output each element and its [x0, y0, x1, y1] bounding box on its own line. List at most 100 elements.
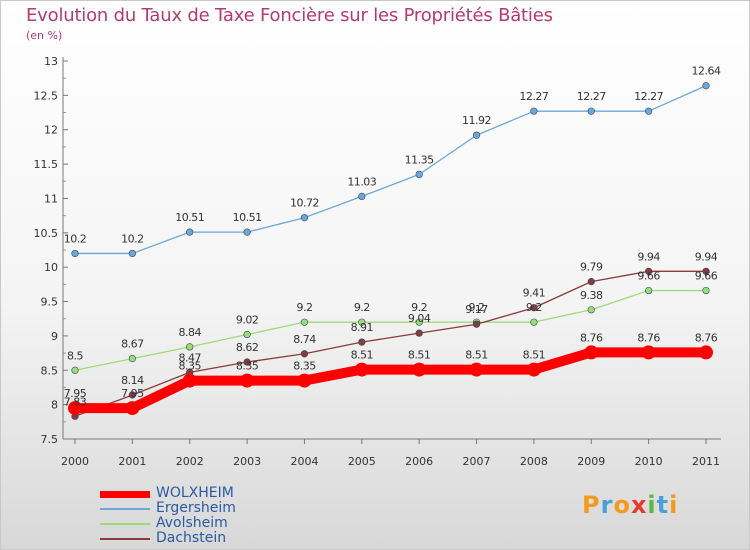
legend-label: Ergersheim	[156, 500, 236, 516]
legend-label: Avolsheim	[156, 515, 228, 531]
legend-swatch	[100, 538, 150, 540]
logo-letter: o	[613, 491, 631, 519]
data-point	[587, 107, 595, 115]
data-label: 9.17	[465, 303, 488, 316]
data-label: 9.2	[526, 301, 542, 314]
data-label: 8.14	[121, 374, 144, 387]
data-label: 12.64	[692, 65, 721, 78]
y-tick-label: 12.5	[34, 89, 59, 102]
data-label: 9.41	[523, 287, 546, 300]
data-point	[699, 345, 713, 360]
data-label: 9.66	[695, 270, 718, 283]
data-label: 8.76	[580, 331, 603, 344]
logo-letter: i	[669, 491, 679, 519]
data-label: 8.91	[351, 321, 374, 334]
data-label: 8.76	[637, 331, 660, 344]
series-line-dachstein	[74, 270, 706, 417]
data-point	[71, 366, 79, 374]
y-tick-label: 9.5	[41, 296, 59, 309]
x-tick-label: 2007	[463, 455, 491, 468]
data-label: 10.72	[290, 197, 319, 210]
data-point	[300, 214, 309, 222]
data-label: 10.2	[121, 232, 144, 245]
y-tick-label: 11	[44, 192, 58, 205]
data-point	[240, 373, 255, 388]
data-point	[530, 318, 538, 326]
data-point	[297, 373, 312, 388]
legend-swatch	[100, 490, 150, 498]
data-point	[587, 278, 595, 286]
y-tick-label: 12	[44, 124, 58, 137]
data-point	[300, 318, 309, 326]
logo-letter: i	[647, 491, 657, 519]
data-point	[645, 267, 653, 275]
data-point	[71, 249, 79, 258]
data-label: 11.92	[462, 114, 491, 127]
x-tick-label: 2009	[577, 455, 605, 468]
data-point	[358, 192, 366, 200]
series-line-avolsheim	[74, 289, 706, 371]
data-point	[125, 401, 140, 416]
data-label: 9.66	[637, 270, 660, 283]
data-label: 8.51	[465, 349, 488, 362]
data-point	[186, 343, 194, 351]
data-point	[354, 362, 369, 377]
data-label: 10.2	[64, 232, 87, 245]
data-label: 9.79	[580, 261, 603, 274]
data-point	[530, 304, 538, 312]
x-tick-label: 2003	[233, 455, 261, 468]
data-label: 9.94	[695, 250, 718, 263]
data-label: 10.51	[233, 211, 262, 224]
legend-swatch	[100, 508, 150, 510]
legend-label: WOLXHEIM	[156, 485, 234, 501]
data-label: 11.35	[405, 153, 434, 166]
legend-swatch	[100, 523, 150, 525]
y-tick-label: 10.5	[34, 227, 59, 240]
data-point	[68, 401, 82, 416]
x-tick-label: 2006	[405, 455, 433, 468]
data-point	[128, 249, 136, 258]
data-point	[415, 170, 423, 178]
x-tick-label: 2000	[61, 455, 89, 468]
logo-letter: r	[600, 491, 614, 519]
data-label: 12.27	[634, 90, 663, 103]
data-point	[243, 330, 251, 339]
data-point	[243, 358, 251, 366]
y-tick-label: 8	[51, 399, 58, 412]
data-point	[472, 131, 481, 139]
logo-letter: t	[656, 491, 670, 519]
data-label: 10.51	[175, 211, 204, 224]
data-label: 8.35	[236, 360, 259, 373]
data-label: 7.95	[64, 387, 87, 400]
data-label: 9.38	[580, 289, 603, 302]
data-label: 9.2	[296, 301, 312, 314]
series-line-ergersheim	[75, 85, 707, 255]
legend-label: Dachstein	[156, 530, 227, 546]
y-tick-label: 8.5	[41, 364, 59, 377]
data-point	[415, 318, 423, 326]
data-label: 8.51	[523, 349, 546, 362]
data-label: 8.62	[236, 341, 259, 354]
y-tick-label: 13	[44, 55, 58, 68]
data-label: 8.51	[351, 349, 374, 362]
data-label: 8.76	[695, 331, 718, 344]
data-label: 9.94	[637, 250, 660, 263]
data-point	[641, 345, 656, 360]
chart-title: Evolution du Taux de Taxe Foncière sur l…	[26, 5, 553, 26]
data-label: 9.02	[236, 314, 259, 327]
data-point	[358, 318, 366, 326]
data-point	[645, 286, 653, 295]
data-label: 8.74	[293, 333, 316, 346]
x-tick-label: 2011	[692, 455, 720, 468]
data-label: 8.67	[121, 338, 144, 351]
data-point	[182, 373, 197, 388]
data-point	[128, 391, 136, 399]
data-point	[702, 286, 710, 295]
x-tick-label: 2005	[348, 455, 376, 468]
y-tick-label: 10	[44, 261, 58, 274]
data-point	[526, 362, 541, 377]
data-point	[243, 228, 251, 236]
x-tick-label: 2010	[635, 455, 663, 468]
x-tick-label: 2004	[290, 455, 318, 468]
